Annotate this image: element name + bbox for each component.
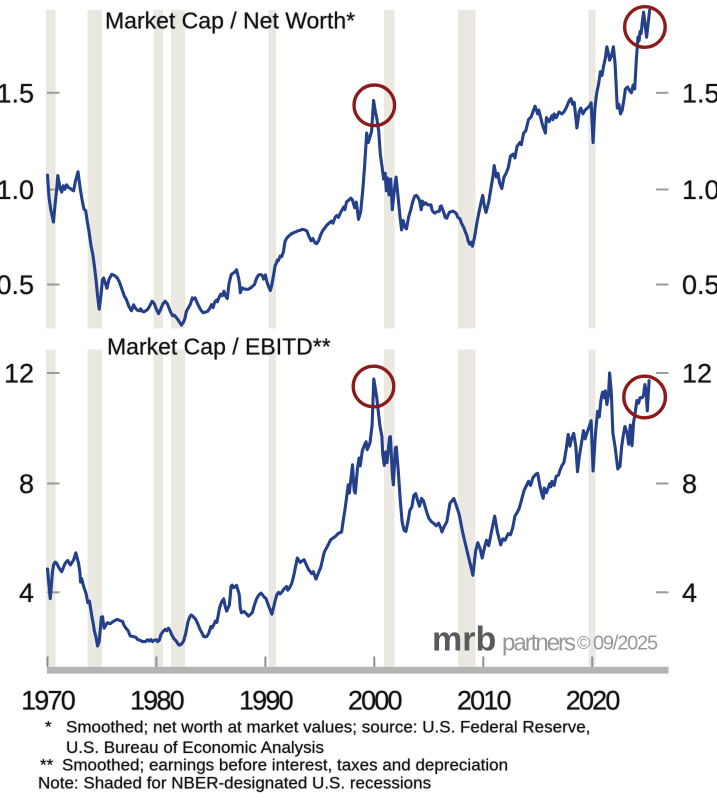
svg-text:8: 8 (682, 469, 697, 499)
svg-text:1.0: 1.0 (682, 175, 717, 205)
svg-text:2020: 2020 (566, 686, 620, 716)
svg-text:1.5: 1.5 (682, 78, 717, 108)
svg-text:0.5: 0.5 (682, 270, 717, 300)
svg-text:1980: 1980 (130, 686, 184, 716)
svg-text:mrb: mrb (432, 621, 496, 659)
svg-text:Smoothed; earnings before inte: Smoothed; earnings before interest, taxe… (62, 756, 508, 775)
svg-text:09/2025: 09/2025 (593, 633, 658, 655)
svg-text:1970: 1970 (21, 686, 75, 716)
svg-text:Note: Shaded for NBER-designat: Note: Shaded for NBER-designated U.S. re… (38, 774, 431, 793)
svg-text:12: 12 (682, 359, 712, 389)
svg-text:*: * (45, 718, 52, 737)
svg-text:Smoothed; net worth at market: Smoothed; net worth at market values; so… (66, 718, 590, 737)
svg-text:**: ** (40, 756, 54, 775)
svg-text:4: 4 (19, 578, 34, 608)
svg-text:2000: 2000 (348, 686, 402, 716)
svg-text:1990: 1990 (239, 686, 293, 716)
svg-text:8: 8 (19, 469, 34, 499)
svg-text:U.S. Bureau of Economic Analys: U.S. Bureau of Economic Analysis (66, 738, 324, 757)
svg-text:partners: partners (502, 630, 576, 657)
svg-text:2010: 2010 (457, 686, 511, 716)
svg-text:Market Cap / Net Worth*: Market Cap / Net Worth* (105, 8, 355, 34)
svg-text:Market Cap / EBITD**: Market Cap / EBITD** (107, 334, 331, 360)
svg-text:4: 4 (682, 578, 697, 608)
svg-text:1.5: 1.5 (0, 78, 34, 108)
svg-text:12: 12 (4, 359, 34, 389)
svg-text:1.0: 1.0 (0, 175, 34, 205)
svg-text:0.5: 0.5 (0, 270, 34, 300)
svg-text:©: © (577, 633, 590, 653)
